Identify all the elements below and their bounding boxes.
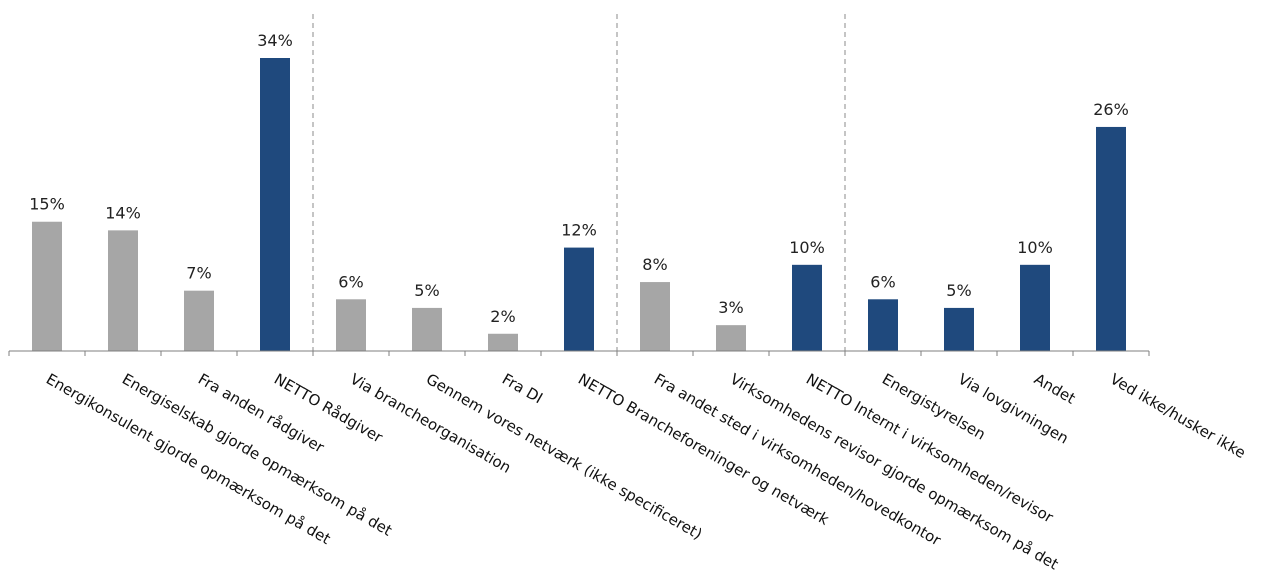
category-label: Ved ikke/husker ikke [1107,370,1249,462]
category-labels: Energikonsulent gjorde opmærksom på detE… [43,370,1249,570]
bar [716,325,746,351]
bar [564,247,594,351]
value-label: 10% [1017,238,1053,257]
value-label: 12% [561,221,597,240]
bar [108,230,138,351]
category-label: Fra DI [499,370,546,407]
value-label: 14% [105,203,141,222]
bar [1020,264,1050,351]
bar [868,299,898,351]
category-label: Fra anden rådgiver [195,370,328,457]
value-label: 7% [186,264,211,283]
bar [944,307,974,351]
bar [32,221,62,351]
value-label: 6% [338,272,363,291]
x-axis [8,350,1150,356]
value-labels: 15% 14% 7% 34% 6% 5% 2% 12% 8% 3% 10% 6% 5% 10% 26% [29,31,1129,326]
value-label: 26% [1093,100,1129,119]
value-label: 10% [789,238,825,257]
bar [640,282,670,351]
bar [488,333,518,351]
bars [32,58,1126,351]
bar [336,299,366,351]
bar [184,290,214,351]
value-label: 3% [718,298,743,317]
value-label: 2% [490,307,515,326]
category-label: Gennem vores netværk (ikke specificeret) [423,370,705,543]
value-label: 6% [870,272,895,291]
value-label: 15% [29,195,65,214]
category-label: Energikonsulent gjorde opmærksom på det [43,370,334,548]
category-label: Energiselskab gjorde opmærksom på det [119,370,395,540]
value-label: 5% [414,281,439,300]
bar [412,307,442,351]
bar [1096,126,1126,351]
category-label: Andet [1031,370,1079,408]
bar [792,264,822,351]
group-dividers [312,14,846,351]
value-label: 34% [257,31,293,50]
value-label: 5% [946,281,971,300]
bar [260,58,290,351]
value-label: 8% [642,255,667,274]
